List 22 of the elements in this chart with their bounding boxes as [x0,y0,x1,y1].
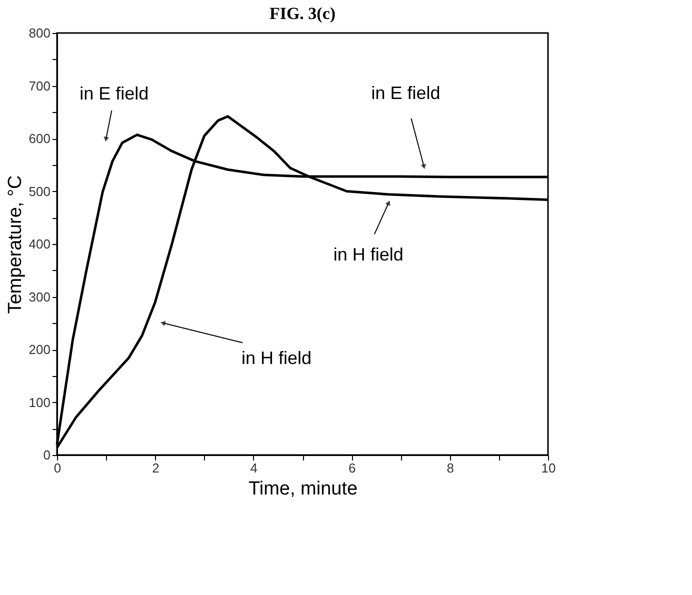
y-tick-label: 600 [28,131,50,146]
x-tick-label: 8 [446,460,454,476]
x-tick-label: 2 [152,460,160,476]
x-tick-label: 6 [348,460,356,476]
y-tick-label: 800 [28,26,50,40]
chart-title: FIG. 3(c) [269,4,336,23]
annotation: in H field [242,348,312,368]
x-tick-label: 4 [250,460,258,476]
annotation: in H field [333,244,404,264]
y-axis-title: Temperature, °C [4,175,26,314]
y-tick-label: 300 [28,289,50,304]
x-tick-label: 0 [54,460,62,476]
y-tick-label: 500 [28,184,50,199]
y-tick-label: 400 [28,236,50,252]
x-axis-title: Time, minute [248,478,358,500]
annotation: in E field [80,84,149,104]
y-tick-label: 100 [28,394,50,410]
y-tick-label: 700 [28,78,50,94]
x-tick-label: 10 [541,460,556,476]
y-tick-label: 0 [43,448,50,462]
annotation: in E field [371,82,440,103]
y-tick-label: 200 [28,342,50,357]
